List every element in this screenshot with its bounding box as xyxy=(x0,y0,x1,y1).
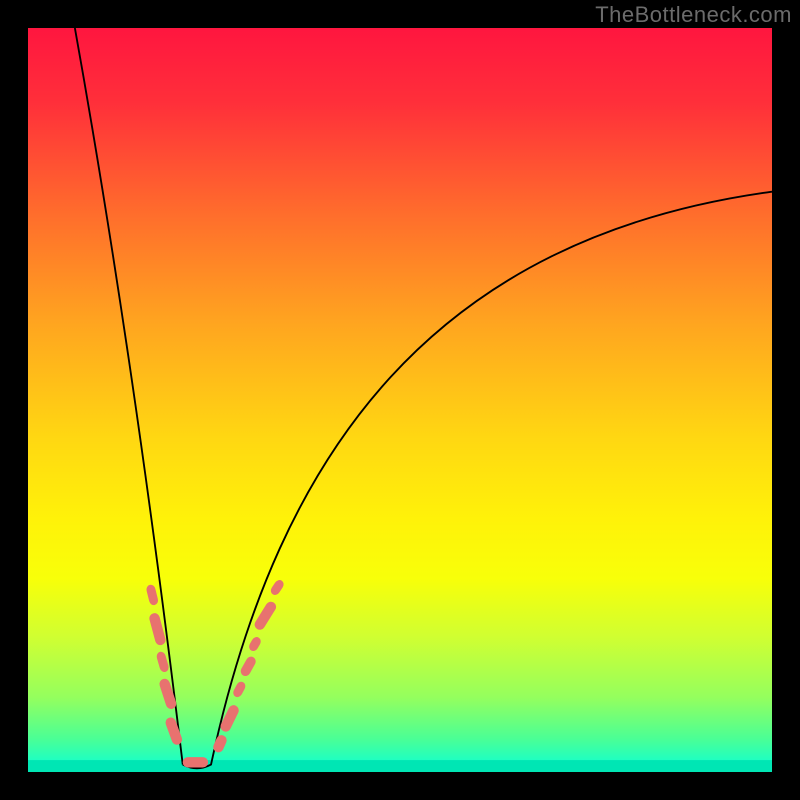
curve-bottom-marker xyxy=(183,757,208,767)
gradient-background xyxy=(28,28,772,772)
bottom-band xyxy=(28,760,772,772)
plot-area xyxy=(28,28,772,772)
chart-frame: TheBottleneck.com xyxy=(0,0,800,800)
watermark-text: TheBottleneck.com xyxy=(595,2,792,28)
plot-svg xyxy=(28,28,772,772)
